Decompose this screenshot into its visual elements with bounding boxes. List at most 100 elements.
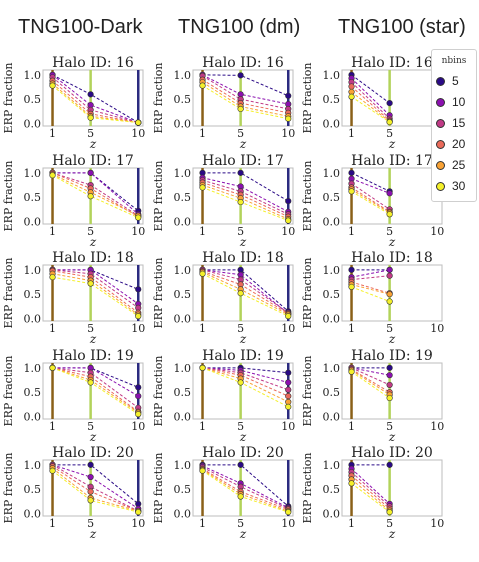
x-axis-label: z	[239, 332, 247, 346]
y-axis-label: ERP fraction	[301, 63, 314, 134]
legend-item: 5	[436, 74, 459, 88]
y-tick-label: 1.0	[174, 459, 192, 472]
series-line	[202, 172, 289, 202]
data-point	[348, 368, 355, 375]
data-point	[386, 190, 393, 197]
series-line	[202, 75, 289, 110]
legend-marker	[436, 97, 445, 107]
data-point	[87, 114, 94, 121]
data-point	[348, 283, 355, 291]
x-axis-label: z	[388, 430, 396, 444]
series-line	[351, 77, 390, 116]
data-point	[348, 83, 355, 90]
data-point	[386, 364, 393, 371]
series-line	[351, 188, 390, 214]
series-line	[202, 367, 289, 383]
x-axis-label: z	[89, 332, 97, 346]
data-point	[49, 364, 56, 371]
x-axis-label: z	[239, 137, 247, 151]
x-tick-label: 5	[386, 420, 393, 433]
x-tick-label: 10	[430, 517, 444, 530]
legend-marker	[436, 76, 445, 86]
x-axis-label: z	[239, 527, 247, 541]
data-point	[49, 467, 56, 474]
x-tick-label: 1	[199, 225, 206, 238]
data-point	[135, 509, 142, 516]
series-line	[52, 470, 139, 513]
x-axis-label: z	[89, 235, 97, 249]
series-line	[351, 74, 390, 104]
x-tick-label: 1	[199, 322, 206, 335]
x-tick-label: 1	[49, 127, 56, 140]
data-point	[87, 473, 94, 481]
column-title-star: TNG100 (star)	[338, 16, 466, 38]
x-tick-label: 10	[430, 225, 444, 238]
series-line	[351, 471, 390, 507]
x-tick-label: 5	[87, 420, 94, 433]
y-tick-label: 0.5	[174, 93, 192, 106]
panel-title: Halo ID: 18	[52, 250, 134, 266]
data-point	[386, 100, 393, 107]
data-point	[237, 379, 244, 386]
series-line	[202, 74, 289, 97]
legend-item: 25	[436, 158, 465, 172]
legend-label: 20	[452, 137, 466, 151]
data-point	[285, 369, 292, 376]
series-line	[351, 86, 390, 122]
series-line	[351, 183, 390, 210]
y-tick-label: 0.5	[323, 93, 341, 106]
x-axis-label: z	[388, 332, 396, 346]
data-point	[135, 411, 142, 418]
y-axis-label: ERP fraction	[152, 356, 165, 427]
series-line	[52, 464, 139, 505]
series-line	[351, 368, 390, 393]
series-line	[202, 367, 289, 374]
x-axis-label: z	[388, 527, 396, 541]
legend-marker	[436, 139, 445, 149]
data-point	[237, 105, 244, 113]
series-line	[351, 190, 390, 215]
y-tick-label: 0.5	[174, 483, 192, 496]
series-line	[351, 96, 390, 123]
x-tick-label: 5	[87, 225, 94, 238]
x-tick-label: 10	[430, 420, 444, 433]
y-tick-label: 0.0	[24, 508, 42, 521]
series-line	[202, 269, 289, 315]
y-tick-label: 1.0	[323, 69, 341, 82]
series-line	[351, 172, 390, 192]
x-tick-label: 1	[348, 322, 355, 335]
panel-title: Halo ID: 17	[202, 153, 284, 169]
series-line	[351, 367, 390, 386]
x-tick-label: 10	[281, 127, 295, 140]
legend-title: nbins	[441, 56, 467, 66]
data-point	[237, 290, 244, 297]
x-tick-label: 10	[281, 225, 295, 238]
data-point	[386, 372, 393, 379]
series-line	[52, 273, 139, 316]
x-axis-label: z	[239, 430, 247, 444]
series-line	[52, 367, 139, 409]
data-point	[87, 379, 94, 386]
series-line	[351, 482, 390, 513]
series-line	[202, 367, 289, 391]
x-tick-label: 5	[237, 517, 244, 530]
data-point	[87, 280, 94, 287]
y-tick-label: 0.5	[24, 483, 42, 496]
legend-label: 15	[452, 116, 466, 130]
x-axis-label: z	[239, 235, 247, 249]
data-point	[285, 92, 292, 99]
y-axis-label: ERP fraction	[301, 356, 314, 427]
x-tick-label: 5	[237, 225, 244, 238]
legend-marker	[436, 181, 445, 191]
y-axis-label: ERP fraction	[152, 161, 165, 232]
data-point	[237, 198, 244, 206]
y-tick-label: 1.0	[323, 362, 341, 375]
y-tick-label: 1.0	[174, 167, 192, 180]
data-point	[285, 313, 292, 320]
panel-title: Halo ID: 16	[52, 55, 134, 71]
y-tick-label: 0.0	[174, 508, 192, 521]
x-tick-label: 1	[199, 420, 206, 433]
data-point	[386, 119, 393, 126]
y-tick-label: 0.5	[24, 191, 42, 204]
